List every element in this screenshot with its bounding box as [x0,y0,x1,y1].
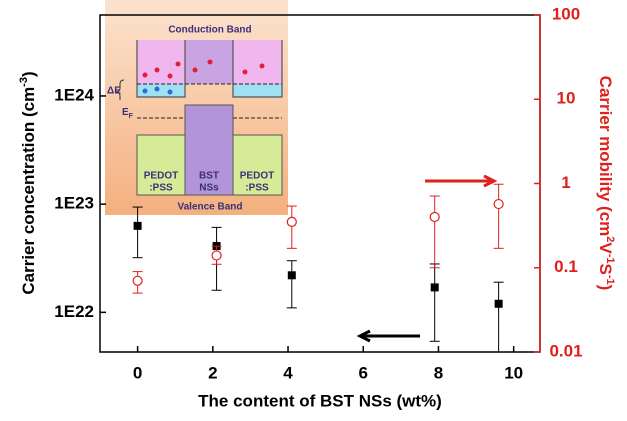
y-tick-label: 1E23 [54,194,94,213]
inset-label: :PSS [149,183,173,194]
point [287,271,296,280]
y2-tick-label: 0.1 [554,257,578,276]
arrow [356,329,420,343]
y2-tick-label: 10 [557,89,576,108]
label-part: Carrier concentration (cm [19,87,38,295]
y2-tick-label: 0.01 [549,341,582,360]
x-tick-label: 0 [133,363,142,382]
label-part: -1 [604,275,616,285]
electrons [142,86,173,95]
x-tick-label: 4 [283,363,293,382]
inset-label: Conduction Band [168,25,251,36]
x-axis-label: The content of BST NSs (wt%) [198,391,442,410]
y-axis-label: Carrier concentration (cm-3) [18,71,39,294]
bracket [115,79,125,100]
x-tick-label: 10 [504,363,523,382]
point [493,198,504,210]
inset-label: PEDOT [144,171,178,182]
point [132,275,143,286]
band [137,84,185,97]
label-part: Carrier mobility (cm [596,76,615,237]
label-part: -1 [604,254,616,264]
inset-label: E [122,107,129,118]
y2-tick-label: 100 [552,4,580,23]
electrons [142,59,265,79]
y-tick-label: 1E22 [54,302,94,321]
band-outline [136,40,283,98]
inset-label: F [129,113,134,120]
point [430,283,439,292]
label-part: ) [19,71,38,77]
inset-label: Valence Band [177,202,242,213]
point [494,299,503,308]
label-part: ) [596,285,615,291]
x-tick-label: 8 [434,363,443,382]
inset-label: BST [199,171,219,182]
label-part: -3 [18,77,30,87]
inset-label: EF [122,107,134,120]
y-tick-label: 1E24 [54,85,94,104]
inset-label: ΔE [107,86,121,97]
label-part: V [596,242,615,254]
point [286,216,297,228]
inset-label: :PSS [245,183,269,194]
label-part: 2 [604,236,616,242]
band [233,84,282,97]
x-tick-label: 6 [359,363,368,382]
arrow [425,174,498,188]
y2-tick-label: 1 [561,173,570,192]
inset-diagram: Conduction Band ΔE EF PEDOT :PSS BST NSs… [105,0,288,215]
point [429,211,440,223]
inset-label: NSs [199,183,219,194]
y2-axis-label: Carrier mobility (cm2V-1S-1) [596,76,617,291]
point [211,250,222,261]
point [133,221,142,230]
label-part: S [596,264,615,275]
band [233,40,282,84]
band [136,134,186,196]
band [232,134,283,196]
inset-label: PEDOT [240,171,274,182]
x-tick-label: 2 [208,363,217,382]
